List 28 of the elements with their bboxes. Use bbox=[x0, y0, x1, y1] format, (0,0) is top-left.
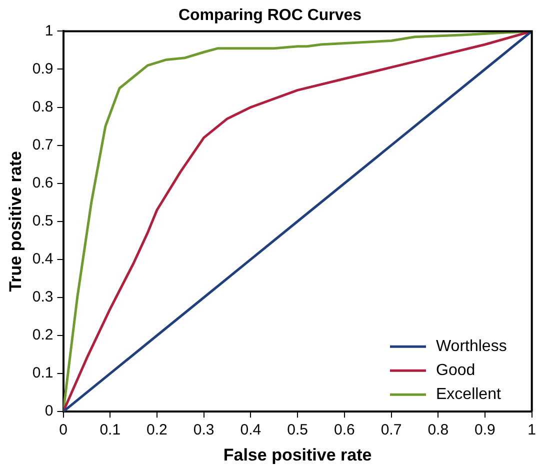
y-tick-label: 0.7 bbox=[32, 136, 54, 154]
y-tick-label: 1 bbox=[44, 22, 54, 40]
y-tick-label: 0.8 bbox=[32, 98, 54, 116]
x-tick-label: 0.7 bbox=[380, 422, 402, 439]
legend-label: Worthless bbox=[436, 338, 507, 356]
y-tick-label: 0.1 bbox=[32, 364, 54, 382]
x-tick-label: 0 bbox=[59, 422, 68, 439]
y-tick-label: 0.2 bbox=[32, 326, 54, 344]
x-tick-label: 0.1 bbox=[100, 422, 121, 439]
x-tick-label: 0.2 bbox=[146, 422, 168, 439]
x-tick-label: 0.3 bbox=[193, 422, 214, 439]
y-tick-label: 0.5 bbox=[32, 212, 54, 230]
chart-title: Comparing ROC Curves bbox=[178, 7, 362, 24]
x-tick-label: 0.9 bbox=[474, 422, 496, 439]
x-tick-label: 0.8 bbox=[428, 422, 449, 439]
y-axis-title: True positive rate bbox=[6, 151, 25, 292]
x-axis-title: False positive rate bbox=[223, 445, 372, 464]
x-tick-label: 1 bbox=[528, 422, 536, 439]
x-tick-label: 0.4 bbox=[240, 422, 262, 439]
y-tick-label: 0.4 bbox=[32, 250, 54, 268]
x-tick-label: 0.6 bbox=[334, 422, 355, 439]
y-tick-label: 0.3 bbox=[32, 288, 54, 306]
y-tick-label: 0.6 bbox=[32, 174, 54, 192]
y-tick-label: 0 bbox=[44, 402, 54, 420]
x-tick-label: 0.5 bbox=[287, 422, 308, 439]
y-tick-label: 0.9 bbox=[32, 60, 54, 78]
legend-label: Good bbox=[436, 362, 476, 380]
legend-label: Excellent bbox=[436, 386, 502, 404]
